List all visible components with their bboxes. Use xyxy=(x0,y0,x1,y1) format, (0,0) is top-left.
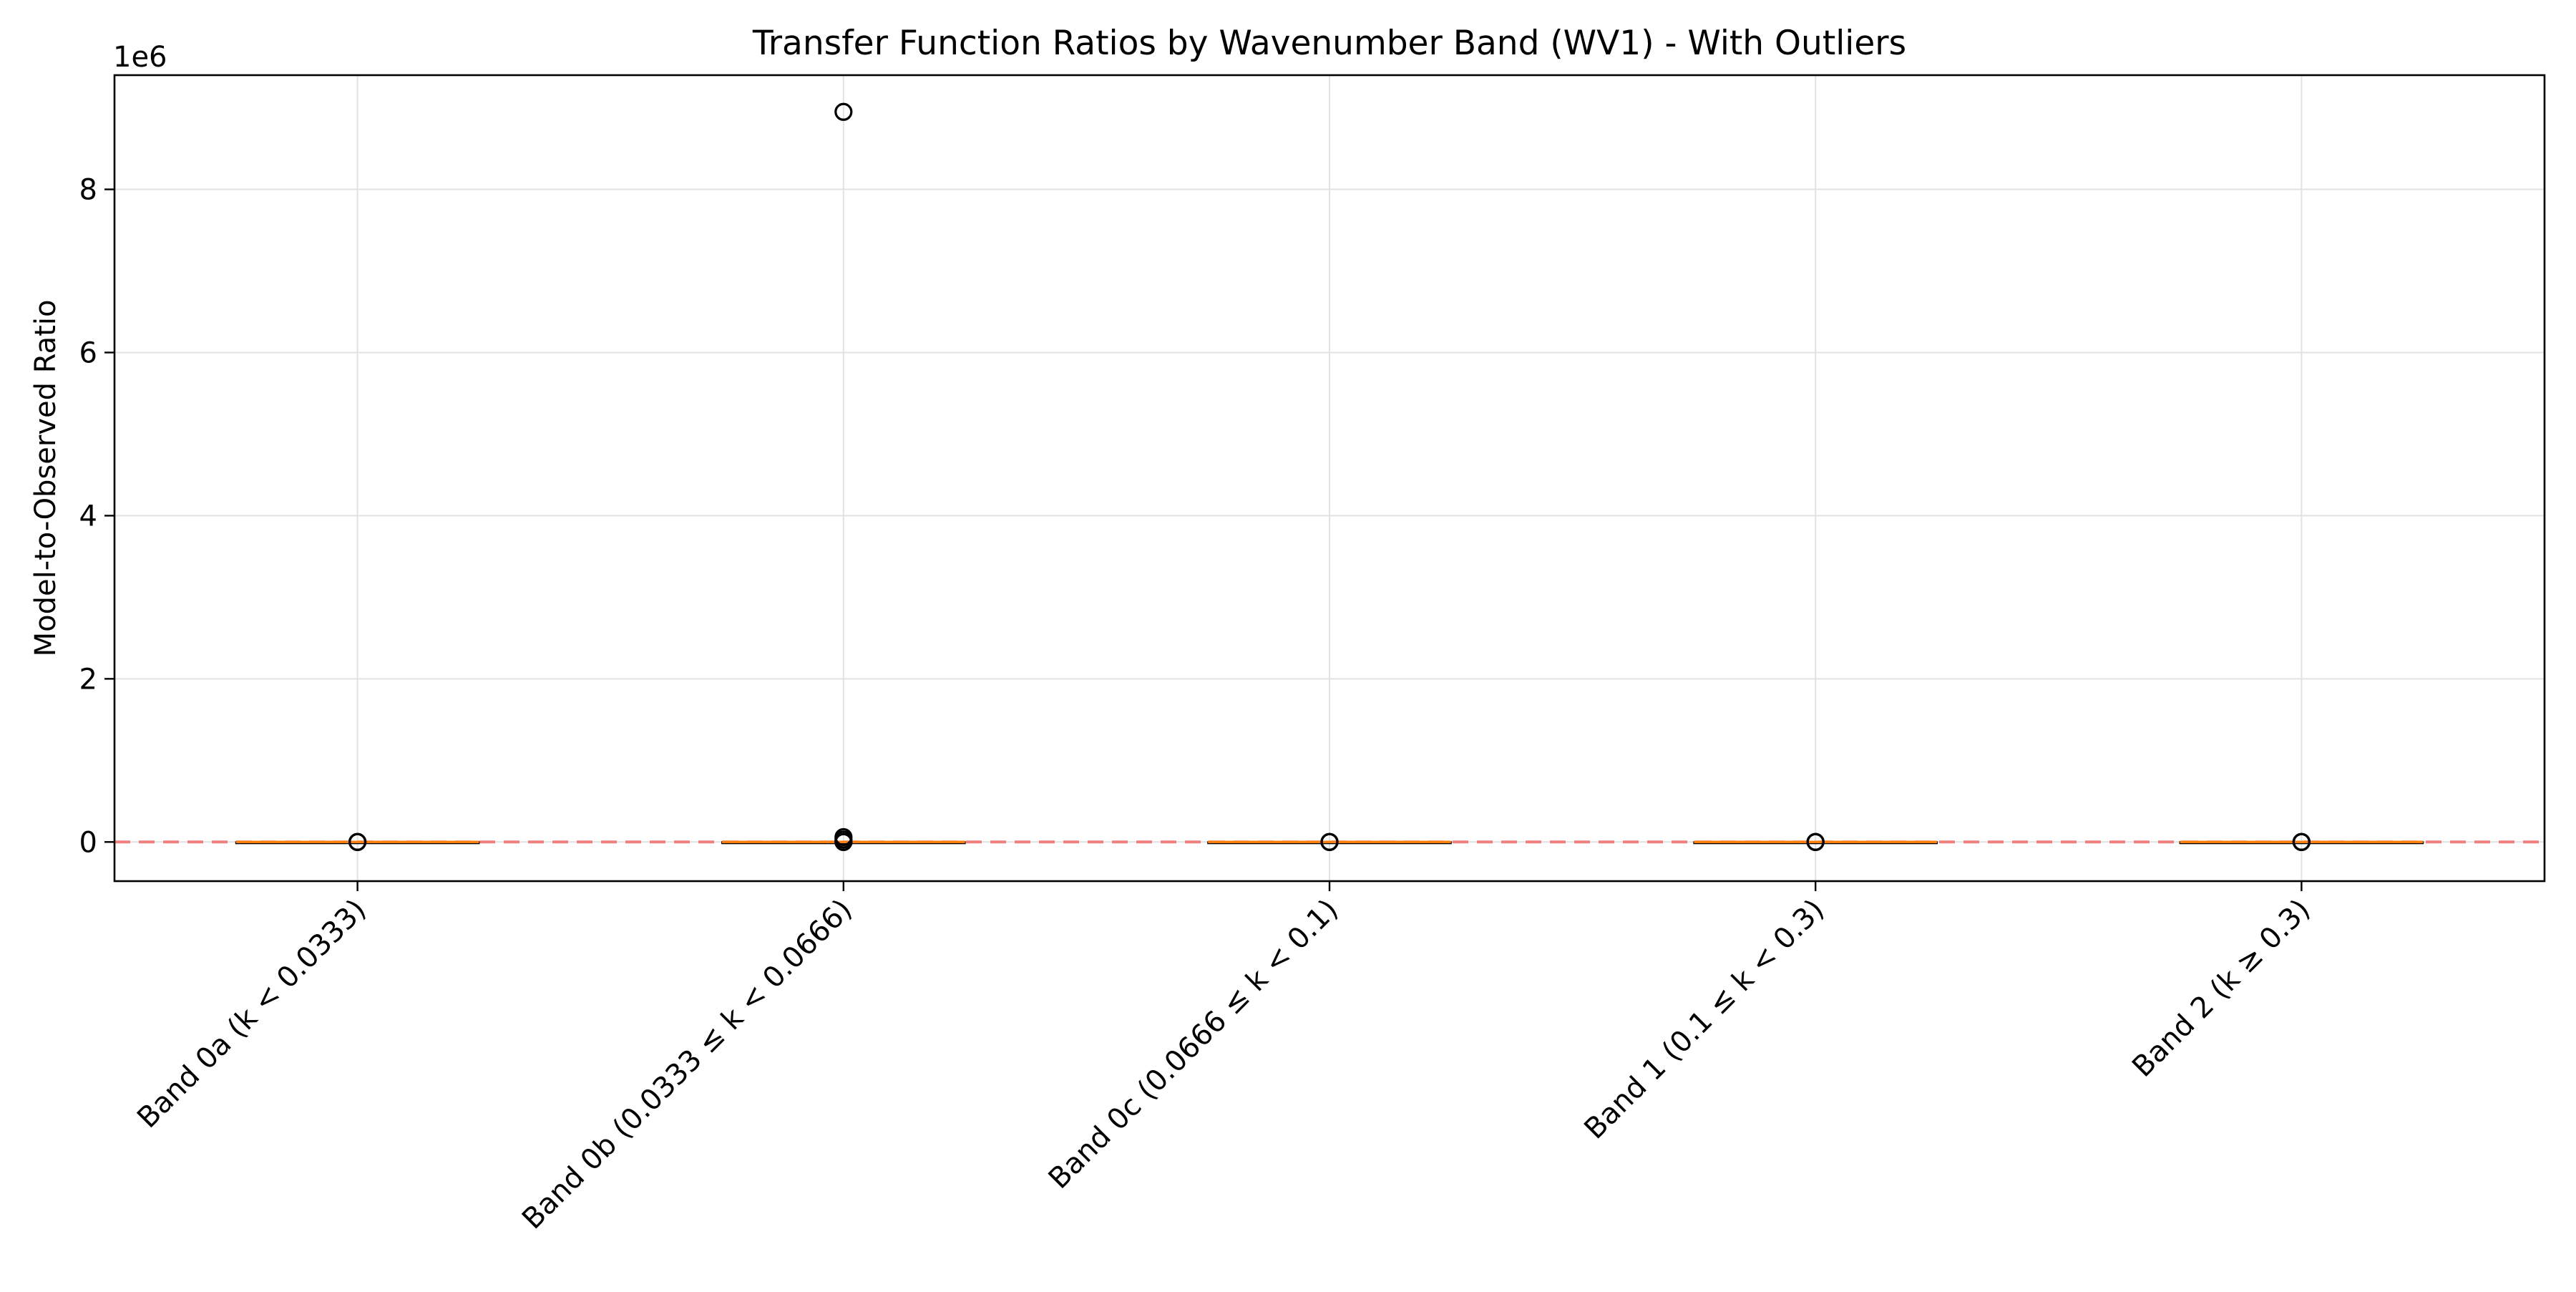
y-tick-label: 2 xyxy=(79,663,97,696)
y-offset-label: 1e6 xyxy=(113,41,167,74)
y-axis-label: Model-to-Observed Ratio xyxy=(29,300,62,657)
outlier-point xyxy=(2292,832,2311,851)
outlier-point xyxy=(1320,832,1339,851)
chart-title: Transfer Function Ratios by Wavenumber B… xyxy=(752,24,1906,63)
outlier-point xyxy=(834,102,853,121)
outlier-point xyxy=(834,827,853,847)
outlier-layer xyxy=(348,102,2311,851)
y-tick-label: 6 xyxy=(79,336,97,369)
y-tick-layer: 0 2 4 6 8 xyxy=(79,174,114,859)
box-layer xyxy=(235,840,2424,845)
outlier-point xyxy=(1806,832,1825,851)
y-tick-label: 4 xyxy=(79,500,97,533)
y-tick-label: 0 xyxy=(79,826,97,859)
y-tick-label: 8 xyxy=(79,174,97,207)
outlier-point xyxy=(348,832,367,851)
